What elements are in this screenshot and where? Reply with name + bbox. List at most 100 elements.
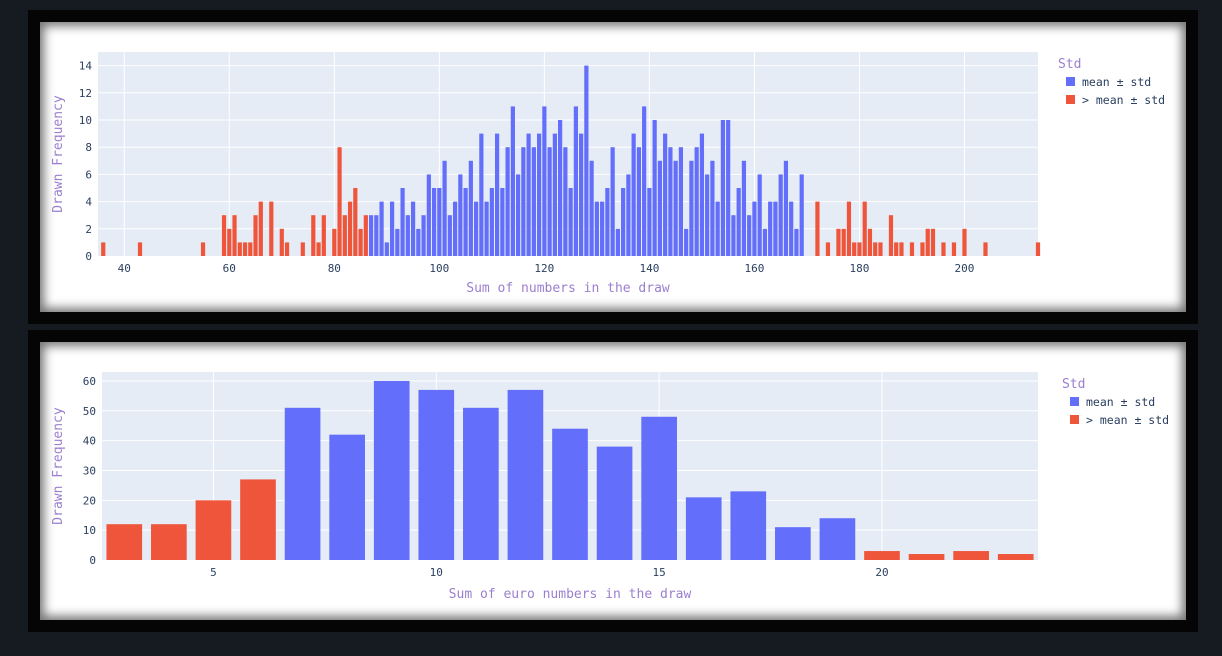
bar-mean-std (452, 201, 458, 256)
y-tick-label: 12 (79, 87, 92, 100)
bar-outside-std (953, 551, 989, 560)
bar-mean-std (589, 160, 594, 256)
bar-mean-std (489, 188, 494, 256)
bar-outside-std (930, 228, 936, 256)
bar-mean-std (594, 201, 599, 256)
bar-mean-std (783, 160, 789, 256)
bar-mean-std (426, 174, 431, 256)
chart-panel: 0 10 20 30 40 50 60 5 10 15 20 Sum of euro numbers … (40, 342, 1186, 620)
bar-outside-std (106, 524, 143, 560)
bar-mean-std (552, 428, 588, 560)
bar-mean-std (418, 389, 455, 560)
y-tick-label: 14 (79, 60, 93, 73)
x-tick-label: 5 (210, 566, 217, 579)
x-tick-label: 40 (118, 262, 131, 275)
bar-mean-std (405, 215, 410, 256)
legend-item-label: mean ± std (1082, 75, 1151, 89)
bar-outside-std (358, 228, 363, 256)
bar-mean-std (447, 215, 452, 256)
bar-mean-std (600, 201, 605, 256)
bar-outside-std (1035, 242, 1041, 256)
chart-frame-sum-euro-numbers: 0 10 20 30 40 50 60 5 10 15 20 Sum of euro numbers … (28, 330, 1198, 632)
bar-mean-std (389, 201, 395, 256)
bar-outside-std (920, 242, 925, 256)
bar-outside-std (925, 228, 930, 256)
bar-outside-std (846, 201, 852, 256)
x-axis-title: Sum of euro numbers in the draw (449, 587, 692, 602)
bar-outside-std (200, 242, 206, 256)
x-tick-label: 20 (875, 566, 888, 579)
bar-mean-std (689, 160, 694, 256)
bar-mean-std (484, 201, 489, 256)
bar-outside-std (101, 242, 106, 256)
legend-swatch (1066, 77, 1075, 86)
bar-outside-std (137, 242, 143, 256)
bar-outside-std (862, 201, 867, 256)
bar-outside-std (151, 524, 187, 560)
x-tick-label: 60 (223, 262, 236, 275)
bar-mean-std (736, 188, 741, 256)
bar-mean-std (684, 228, 689, 256)
bar-mean-std (547, 147, 552, 256)
x-tick-label: 100 (429, 262, 449, 275)
bar-mean-std (778, 174, 783, 256)
histogram-sum-euro-numbers: 0 10 20 30 40 50 60 5 10 15 20 Sum of euro numbers … (51, 372, 1169, 602)
bar-mean-std (605, 188, 610, 256)
legend-item-label: > mean ± std (1086, 413, 1169, 427)
y-tick-label: 60 (83, 375, 96, 388)
chart-panel: 0 2 4 6 8 10 12 14 40 60 80 100 120 140 160 180 200 Sum o… (40, 22, 1186, 312)
bar-mean-std (663, 133, 668, 256)
legend-item-label: > mean ± std (1082, 93, 1165, 107)
y-tick-label: 10 (79, 114, 92, 127)
bar-outside-std (815, 201, 820, 256)
bar-outside-std (878, 242, 883, 256)
bar-mean-std (416, 228, 421, 256)
bar-mean-std (775, 527, 811, 560)
bar-mean-std (673, 160, 678, 256)
bar-mean-std (558, 120, 563, 256)
y-axis-title: Drawn Frequency (51, 407, 66, 525)
bar-mean-std (699, 133, 705, 256)
bar-mean-std (421, 215, 426, 256)
bar-mean-std (610, 147, 615, 256)
bar-outside-std (899, 242, 904, 256)
bar-mean-std (731, 215, 736, 256)
legend-item-label: mean ± std (1086, 395, 1155, 409)
bar-mean-std (747, 215, 752, 256)
bar-outside-std (951, 242, 957, 256)
bar-mean-std (379, 201, 384, 256)
x-axis-title: Sum of numbers in the draw (466, 281, 670, 296)
bar-mean-std (495, 133, 500, 256)
bar-outside-std (227, 228, 232, 256)
bar-mean-std (284, 407, 321, 560)
bar-mean-std (636, 147, 641, 256)
bar-mean-std (720, 120, 726, 256)
bar-outside-std (867, 228, 873, 256)
bar-mean-std (384, 242, 389, 256)
bar-mean-std (505, 147, 510, 256)
bar-mean-std (741, 160, 747, 256)
plot-area (98, 52, 1038, 256)
bar-mean-std (652, 120, 657, 256)
bar-mean-std (819, 518, 856, 560)
bar-outside-std (300, 242, 305, 256)
bar-outside-std (983, 242, 988, 256)
bar-outside-std (237, 242, 242, 256)
bar-mean-std (678, 147, 684, 256)
x-tick-label: 180 (850, 262, 870, 275)
y-tick-label: 20 (83, 494, 96, 507)
bar-mean-std (521, 147, 526, 256)
bar-mean-std (631, 133, 636, 256)
bar-outside-std (321, 215, 326, 256)
bar-mean-std (685, 497, 722, 560)
bar-mean-std (757, 174, 762, 256)
bar-mean-std (615, 228, 620, 256)
chart-frame-sum-numbers: 0 2 4 6 8 10 12 14 40 60 80 100 120 140 160 180 200 Sum o… (28, 10, 1198, 324)
y-axis-title: Drawn Frequency (51, 95, 66, 213)
bar-mean-std (468, 160, 473, 256)
y-tick-label: 0 (85, 250, 92, 263)
bar-outside-std (240, 479, 276, 560)
bar-mean-std (507, 389, 544, 560)
bar-mean-std (410, 201, 416, 256)
bar-outside-std (852, 242, 857, 256)
